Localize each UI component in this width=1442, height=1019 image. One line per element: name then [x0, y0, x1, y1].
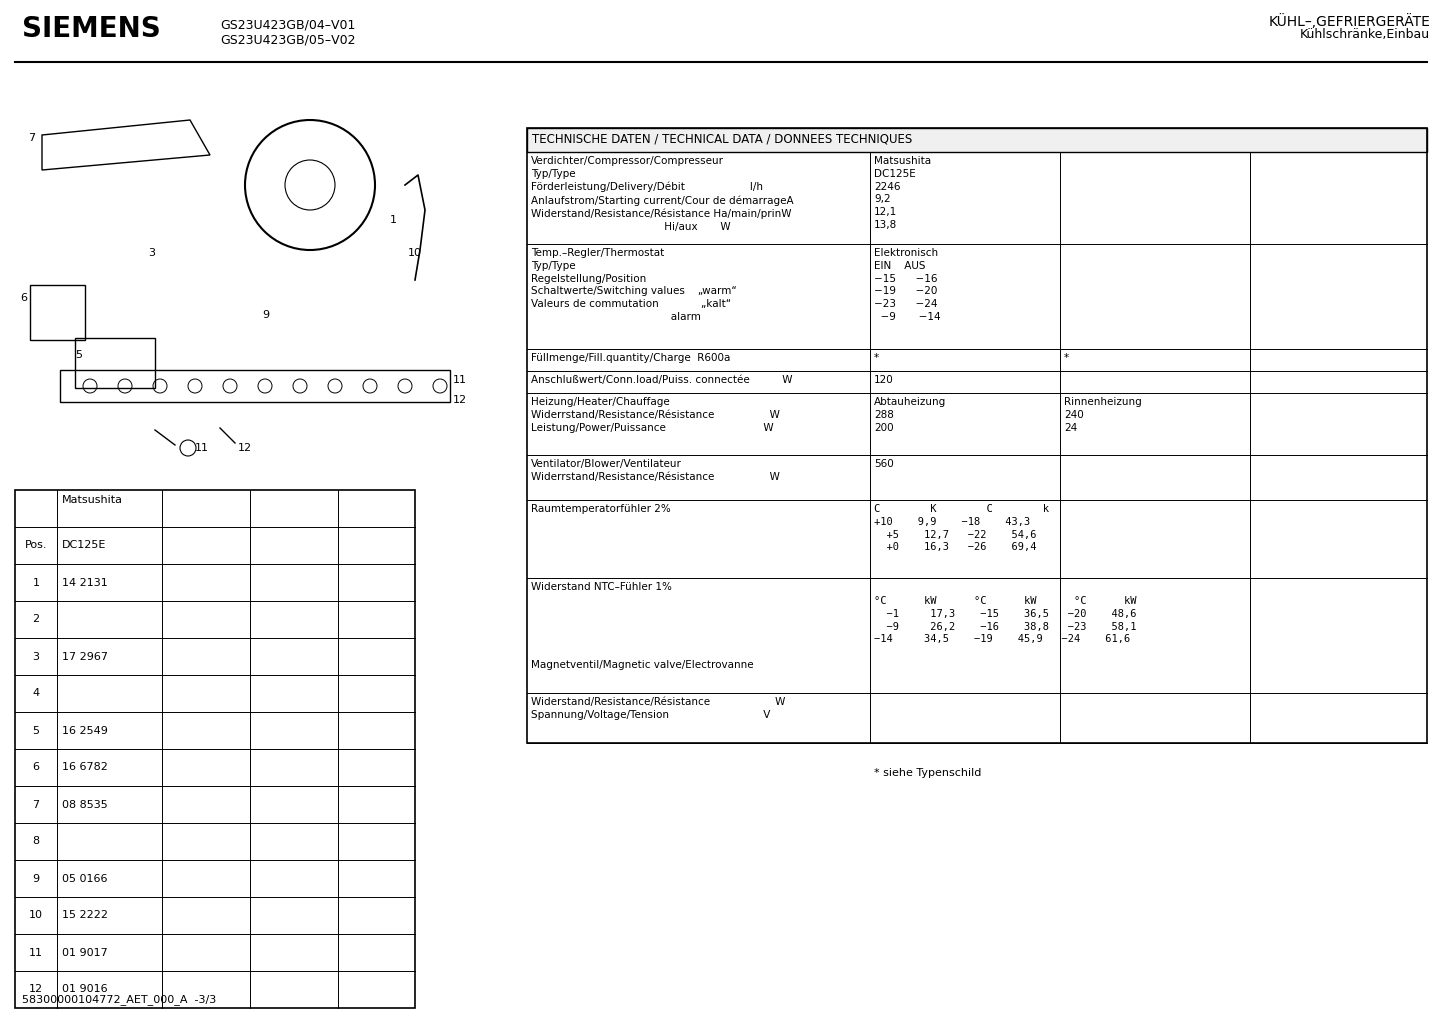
Text: 05 0166: 05 0166	[62, 873, 108, 883]
Bar	[14, 490, 415, 1008]
Text: Matsushita: Matsushita	[62, 495, 123, 505]
Text: Verdichter/Compressor/Compresseur
Typ/Type
Förderleistung/Delivery/Débit        : Verdichter/Compressor/Compresseur Typ/Ty…	[531, 156, 793, 232]
Text: SIEMENS: SIEMENS	[22, 15, 160, 43]
Text: Abtauheizung
288
200: Abtauheizung 288 200	[874, 397, 946, 433]
Text: Füllmenge/Fill.quantity/Charge  R600a: Füllmenge/Fill.quantity/Charge R600a	[531, 353, 731, 363]
Text: 7: 7	[27, 133, 35, 143]
Text: GS23U423GB/04–V01: GS23U423GB/04–V01	[221, 18, 355, 31]
Text: °C      kW      °C      kW      °C      kW
  −1     17,3    −15    36,5   −20   : °C kW °C kW °C kW −1 17,3 −15 36,5 −20	[874, 596, 1136, 644]
Text: 5: 5	[75, 350, 82, 360]
Text: 08 8535: 08 8535	[62, 800, 108, 809]
Text: TECHNISCHE DATEN / TECHNICAL DATA / DONNEES TECHNIQUES: TECHNISCHE DATEN / TECHNICAL DATA / DONN…	[532, 132, 913, 145]
Text: C        K        C        k
+10    9,9    −18    43,3
  +5    12,7   −22    54,: C K C k +10 9,9 −18 43,3 +5 12,7 −22 54,	[874, 504, 1048, 552]
Text: 8: 8	[32, 837, 39, 847]
Text: 15 2222: 15 2222	[62, 911, 108, 920]
Text: Anschlußwert/Conn.load/Puiss. connectée          W: Anschlußwert/Conn.load/Puiss. connectée …	[531, 375, 793, 385]
Text: Ventilator/Blower/Ventilateur
Widerrstand/Resistance/Résistance                 : Ventilator/Blower/Ventilateur Widerrstan…	[531, 459, 780, 482]
Text: * siehe Typenschild: * siehe Typenschild	[874, 768, 982, 777]
Text: 6: 6	[20, 293, 27, 303]
Text: *: *	[874, 353, 880, 363]
Text: Matsushita
DC125E
2246
9,2
12,1
13,8: Matsushita DC125E 2246 9,2 12,1 13,8	[874, 156, 932, 230]
Bar	[30, 285, 85, 340]
Text: 16 2549: 16 2549	[62, 726, 108, 736]
Text: 12: 12	[453, 395, 467, 405]
Text: Pos.: Pos.	[25, 540, 48, 550]
Text: 10: 10	[408, 248, 423, 258]
Text: 12: 12	[29, 984, 43, 995]
Text: 11: 11	[195, 443, 209, 453]
Bar	[61, 370, 450, 403]
Text: GS23U423GB/05–V02: GS23U423GB/05–V02	[221, 33, 356, 46]
Text: 10: 10	[29, 911, 43, 920]
Text: 1: 1	[389, 215, 397, 225]
Text: Kühlschränke,Einbau: Kühlschränke,Einbau	[1299, 28, 1430, 41]
Text: 9: 9	[32, 873, 39, 883]
Text: 9: 9	[262, 310, 270, 320]
Text: 1: 1	[33, 578, 39, 588]
Text: 12: 12	[238, 443, 252, 453]
Text: 4: 4	[32, 689, 39, 698]
Text: 17 2967: 17 2967	[62, 651, 108, 661]
Text: DC125E: DC125E	[62, 540, 107, 550]
Text: Rinnenheizung
240
24: Rinnenheizung 240 24	[1064, 397, 1142, 433]
Text: 560: 560	[874, 459, 894, 469]
Bar	[526, 128, 1428, 152]
Text: 2: 2	[32, 614, 39, 625]
Text: 11: 11	[29, 948, 43, 958]
Text: Magnetventil/Magnetic valve/Electrovanne: Magnetventil/Magnetic valve/Electrovanne	[531, 660, 754, 671]
Text: Elektronisch
EIN    AUS
−15      −16
−19      −20
−23      −24
  −9       −14: Elektronisch EIN AUS −15 −16 −19 −20 −23…	[874, 248, 940, 322]
Text: Heizung/Heater/Chauffage
Widerrstand/Resistance/Résistance                 W
Lei: Heizung/Heater/Chauffage Widerrstand/Res…	[531, 397, 780, 433]
Text: Widerstand/Resistance/Résistance                    W
Spannung/Voltage/Tension  : Widerstand/Resistance/Résistance W Spann…	[531, 697, 786, 720]
Text: 120: 120	[874, 375, 894, 385]
Text: 6: 6	[33, 762, 39, 772]
Bar	[526, 128, 1428, 743]
Text: *: *	[1064, 353, 1069, 363]
Text: 14 2131: 14 2131	[62, 578, 108, 588]
Text: KÜHL–,GEFRIERGERÄTE: KÜHL–,GEFRIERGERÄTE	[1268, 14, 1430, 29]
Bar	[75, 338, 154, 388]
Text: Raumtemperatorfühler 2%: Raumtemperatorfühler 2%	[531, 504, 671, 514]
Text: Temp.–Regler/Thermostat
Typ/Type
Regelstellung/Position
Schaltwerte/Switching va: Temp.–Regler/Thermostat Typ/Type Regelst…	[531, 248, 737, 322]
Text: 5: 5	[33, 726, 39, 736]
Text: 3: 3	[149, 248, 154, 258]
Text: 58300000104772_AET_000_A  -3/3: 58300000104772_AET_000_A -3/3	[22, 995, 216, 1005]
Text: Widerstand NTC–Fühler 1%: Widerstand NTC–Fühler 1%	[531, 582, 672, 592]
Text: 01 9017: 01 9017	[62, 948, 108, 958]
Text: 11: 11	[453, 375, 467, 385]
Text: 7: 7	[32, 800, 39, 809]
Text: 16 6782: 16 6782	[62, 762, 108, 772]
Text: 01 9016: 01 9016	[62, 984, 108, 995]
Text: 3: 3	[33, 651, 39, 661]
